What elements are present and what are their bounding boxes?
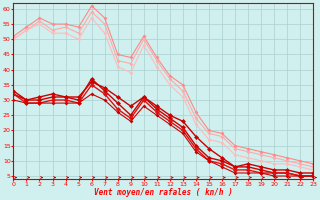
- X-axis label: Vent moyen/en rafales ( kn/h ): Vent moyen/en rafales ( kn/h ): [94, 188, 233, 197]
